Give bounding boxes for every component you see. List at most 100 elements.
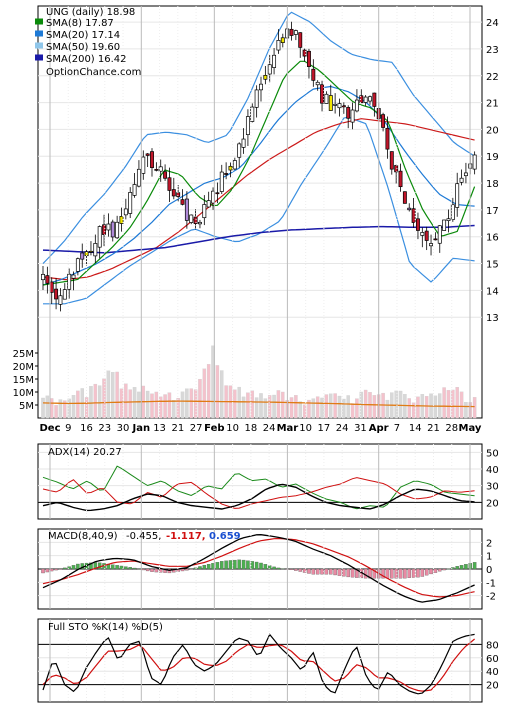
candle-body [167, 177, 172, 191]
volume-bar [298, 401, 302, 419]
x-tick-label: 9 [65, 423, 71, 434]
volume-bar [158, 396, 163, 419]
volume-bar [93, 383, 98, 419]
price-tick-label: 24 [486, 18, 499, 29]
macd-histogram-bar [411, 568, 416, 578]
macd-tick-label: -2 [486, 592, 496, 603]
candle-body [224, 173, 229, 175]
price-tick-label: 17 [486, 206, 499, 217]
volume-bar [267, 395, 272, 419]
macd-tick-label: -1 [486, 578, 496, 589]
volume-bar [307, 399, 311, 419]
volume-bar [132, 387, 137, 419]
macd-histogram-bar [189, 568, 193, 570]
candle-body [89, 250, 93, 253]
candle-body [171, 189, 176, 197]
volume-bar [215, 365, 220, 419]
volume-bar [67, 398, 71, 419]
candle-body [302, 49, 307, 57]
macd-histogram-bar [272, 566, 276, 570]
candle-body [254, 89, 259, 108]
volume-bar [424, 396, 429, 419]
candle-body [158, 166, 163, 172]
macd-histogram-bar [76, 563, 80, 570]
legend-sma8: SMA(8) 17.87 [46, 18, 114, 29]
macd-histogram-bar [464, 564, 468, 570]
candle-body [71, 274, 76, 279]
macd-tick-label: 1 [486, 552, 492, 563]
macd-hist-value: -0.455, [126, 531, 161, 542]
macd-histogram-bar [128, 567, 132, 570]
volume-bar [333, 393, 337, 419]
macd-histogram-bar [446, 568, 451, 570]
volume-sma-line [42, 400, 475, 408]
adx-tick-label: 20 [486, 498, 499, 509]
candle-body [132, 184, 137, 196]
macd-histogram-bar [202, 565, 207, 570]
candle-body [202, 204, 207, 219]
volume-bar [63, 400, 67, 419]
legend-swatch-sma200 [35, 54, 43, 61]
volume-bar [241, 396, 246, 419]
volume-bar [281, 391, 285, 419]
x-tick-label: 23 [98, 423, 111, 434]
stoch-d-line [42, 638, 475, 692]
macd-histogram-bar [119, 565, 124, 570]
candle-body [245, 116, 250, 135]
candle-body [267, 64, 272, 75]
macd-histogram-bar [63, 567, 67, 570]
candle-body [45, 275, 50, 284]
macd-line-value: -1.117, [166, 531, 206, 542]
volume-bar [45, 395, 50, 419]
macd-histogram-bar [267, 565, 272, 570]
candle-body [459, 177, 464, 183]
candle-body [67, 273, 72, 290]
volume-bar [320, 397, 324, 419]
candle-body [346, 107, 351, 119]
macd-histogram-bar [372, 568, 377, 579]
candle-body [241, 138, 246, 148]
volume-bar [289, 397, 294, 419]
macd-histogram-bar [49, 568, 54, 572]
volume-bar [124, 383, 128, 419]
x-tick-label: 27 [190, 423, 203, 434]
volume-bar [97, 385, 102, 419]
macd-tick-label: 0 [486, 565, 492, 576]
macd-histogram-bar [228, 560, 233, 570]
candle-body [263, 74, 268, 80]
macd-histogram-bar [385, 568, 390, 579]
macd-histogram-bar [390, 568, 394, 579]
macd-histogram-bar [198, 566, 202, 570]
macd-histogram-bar [241, 559, 246, 570]
legend-swatch-sma8 [35, 18, 43, 25]
volume-bar [167, 392, 172, 419]
candle-body [307, 50, 311, 67]
candle-body [228, 165, 233, 171]
candle-body [363, 96, 368, 103]
axis-layer: 1314151617181920212223245M10M15M20M25MDe… [13, 6, 499, 702]
x-tick-label: Feb [204, 423, 224, 434]
candle-body [145, 153, 150, 156]
candle-body [97, 226, 102, 248]
candle-body [411, 208, 416, 223]
volume-bar [106, 370, 111, 419]
volume-tick-label: 25M [13, 349, 34, 360]
candle-body [407, 207, 412, 211]
volume-bar [455, 387, 459, 419]
candle-body [315, 81, 320, 86]
macd-histogram-bar [320, 568, 324, 575]
volume-bar [337, 395, 342, 419]
macd-histogram-bar [333, 568, 337, 576]
candle-body [93, 243, 98, 257]
macd-histogram-bar [394, 568, 398, 579]
candle-body [311, 68, 316, 81]
macd-histogram-bar [67, 566, 71, 570]
macd-histogram-bar [281, 568, 285, 570]
macd-histogram-bar [302, 568, 307, 573]
macd-histogram-bar [89, 562, 93, 570]
x-tick-label: 10 [299, 423, 312, 434]
volume-bar [350, 403, 355, 419]
candle-body [106, 223, 111, 231]
macd-histogram-bar [180, 568, 185, 572]
